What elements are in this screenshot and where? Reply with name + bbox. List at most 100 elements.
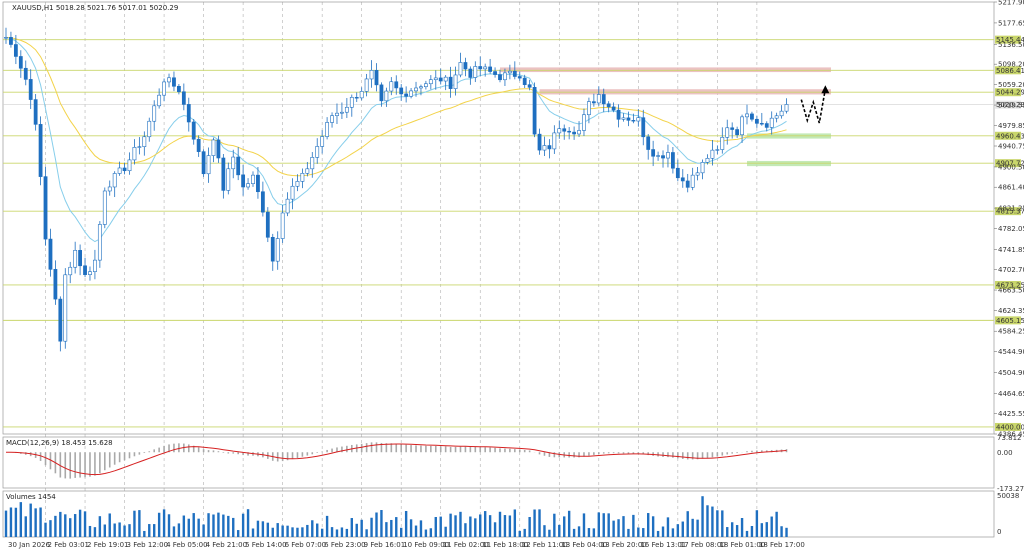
- candle-body: [404, 93, 409, 97]
- candle-body: [433, 77, 438, 81]
- time-tick-label: 13 Feb 20:00: [601, 541, 647, 549]
- candle-body: [196, 138, 201, 152]
- level-label: 5044.29: [996, 89, 1024, 97]
- candle-body: [38, 124, 43, 177]
- candle-body: [636, 117, 641, 122]
- candle-body: [270, 236, 275, 262]
- candle-body: [399, 87, 404, 95]
- candle-body: [577, 130, 581, 135]
- price-tick-label: 4741.85: [998, 246, 1024, 254]
- candle-body: [690, 174, 695, 188]
- time-tick-label: 30 Jan 2026: [8, 541, 51, 549]
- price-tick-label: 5059.20: [998, 81, 1024, 89]
- candle-body: [527, 84, 532, 88]
- time-tick-label: 3 Feb 12:00: [127, 541, 168, 549]
- level-tag: [995, 159, 1021, 168]
- time-tick-label: 4 Feb 05:00: [166, 541, 207, 549]
- candle-body: [211, 139, 216, 156]
- price-tick-label: 4979.85: [998, 122, 1024, 130]
- candle-body: [181, 91, 186, 105]
- candle-body: [102, 190, 107, 225]
- candle-body: [423, 83, 428, 88]
- price-tick-label: 5177.65: [998, 19, 1024, 27]
- candle-body: [725, 127, 730, 138]
- candle-body: [28, 79, 33, 100]
- candle-body: [641, 117, 646, 138]
- candle-body: [606, 103, 611, 108]
- levels-layer: 5145.44 5086.41 5044.29 4960.43 4907.72 4815.…: [3, 35, 1024, 431]
- candle-body: [221, 157, 226, 191]
- candle-body: [325, 122, 330, 137]
- candle-body: [132, 147, 137, 161]
- candle-body: [601, 94, 606, 105]
- candle-body: [507, 70, 512, 74]
- candle-body: [532, 86, 537, 135]
- time-tick-label: 18 Feb 17:00: [759, 541, 805, 549]
- candle-body: [488, 66, 493, 72]
- candle-body: [750, 113, 754, 120]
- price-tick-label: 4940.75: [998, 143, 1024, 151]
- price-tick-label: 4900.50: [998, 163, 1024, 171]
- time-tick-label: 10 Feb 09:00: [403, 541, 449, 549]
- candle-body: [310, 157, 315, 170]
- price-tick-label: 4702.70: [998, 266, 1024, 274]
- candle-body: [73, 250, 78, 268]
- candle-body: [616, 109, 621, 120]
- macd-tick: -173.273: [997, 485, 1024, 493]
- candle-body: [93, 259, 97, 272]
- candle-body: [572, 131, 577, 135]
- candle-body: [142, 136, 147, 147]
- level-label: 5086.41: [996, 67, 1024, 75]
- moving-averages: [5, 36, 787, 243]
- candle-body: [107, 186, 112, 192]
- candle-body: [191, 121, 196, 140]
- candle-body: [774, 115, 779, 119]
- candle-body: [364, 78, 369, 92]
- candle-body: [483, 66, 488, 70]
- candle-body: [246, 183, 250, 188]
- candle-body: [626, 117, 631, 121]
- candle-body: [340, 111, 344, 114]
- candle-body: [587, 101, 591, 116]
- candle-body: [517, 76, 522, 79]
- time-tick-label: 9 Feb 16:01: [364, 541, 405, 549]
- time-tick-label: 6 Feb 07:00: [285, 541, 326, 549]
- candle-body: [43, 176, 48, 240]
- candle-body: [236, 156, 241, 176]
- candle-body: [53, 269, 58, 300]
- candle-body: [83, 265, 87, 275]
- level-label: 4605.15: [996, 317, 1024, 325]
- forecast-arrow: [800, 85, 830, 124]
- candle-body: [720, 136, 725, 150]
- level-label: 4673.25: [996, 281, 1024, 289]
- candle-body: [478, 66, 483, 70]
- candle-body: [315, 146, 320, 158]
- candle-body: [13, 44, 18, 57]
- candle-body: [78, 250, 83, 267]
- candle-body: [468, 68, 473, 78]
- candle-body: [591, 101, 596, 104]
- candle-body: [651, 149, 656, 157]
- candle-body: [463, 62, 468, 70]
- level-tag: [995, 280, 1021, 289]
- candle-body: [68, 266, 73, 276]
- candle-body: [354, 97, 359, 99]
- forecast-path: [800, 89, 827, 124]
- panel-frame: [2, 1, 995, 435]
- level-label: 4960.43: [996, 132, 1024, 140]
- candle-body: [384, 90, 389, 102]
- candle-body: [97, 224, 102, 261]
- candle-body: [241, 174, 246, 188]
- candle-body: [369, 69, 374, 80]
- candle-body: [23, 67, 28, 80]
- candle-body: [409, 90, 413, 97]
- candle-body: [419, 86, 423, 89]
- candle-body: [582, 114, 586, 131]
- candle-body: [557, 128, 562, 134]
- candle-body: [453, 74, 458, 89]
- candle-body: [349, 97, 354, 108]
- candle-body: [63, 274, 68, 342]
- panel-frame: [2, 490, 995, 538]
- candle-body: [784, 104, 789, 112]
